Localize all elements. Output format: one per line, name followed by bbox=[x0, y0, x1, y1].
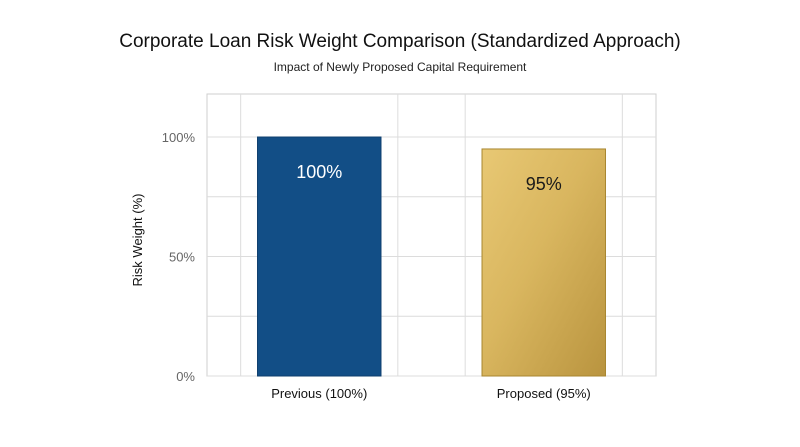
bars bbox=[257, 136, 606, 377]
x-category-label: Proposed (95%) bbox=[497, 386, 591, 401]
x-category-label: Previous (100%) bbox=[271, 386, 367, 401]
y-tick-label: 50% bbox=[169, 250, 195, 265]
bar-previous bbox=[257, 136, 382, 377]
y-tick-label: 100% bbox=[162, 130, 196, 145]
chart-title: Corporate Loan Risk Weight Comparison (S… bbox=[119, 31, 681, 52]
bar-proposed bbox=[481, 148, 606, 377]
y-axis-title: Risk Weight (%) bbox=[130, 194, 145, 287]
data-label: 95% bbox=[526, 174, 562, 194]
data-label: 100% bbox=[296, 162, 342, 182]
y-tick-label: 0% bbox=[176, 369, 195, 384]
labels: 0% 50% 100% 100% Previous (100%) 95% Proposed … bbox=[162, 130, 591, 401]
chart-subtitle: Impact of Newly Proposed Capital Require… bbox=[273, 60, 527, 74]
